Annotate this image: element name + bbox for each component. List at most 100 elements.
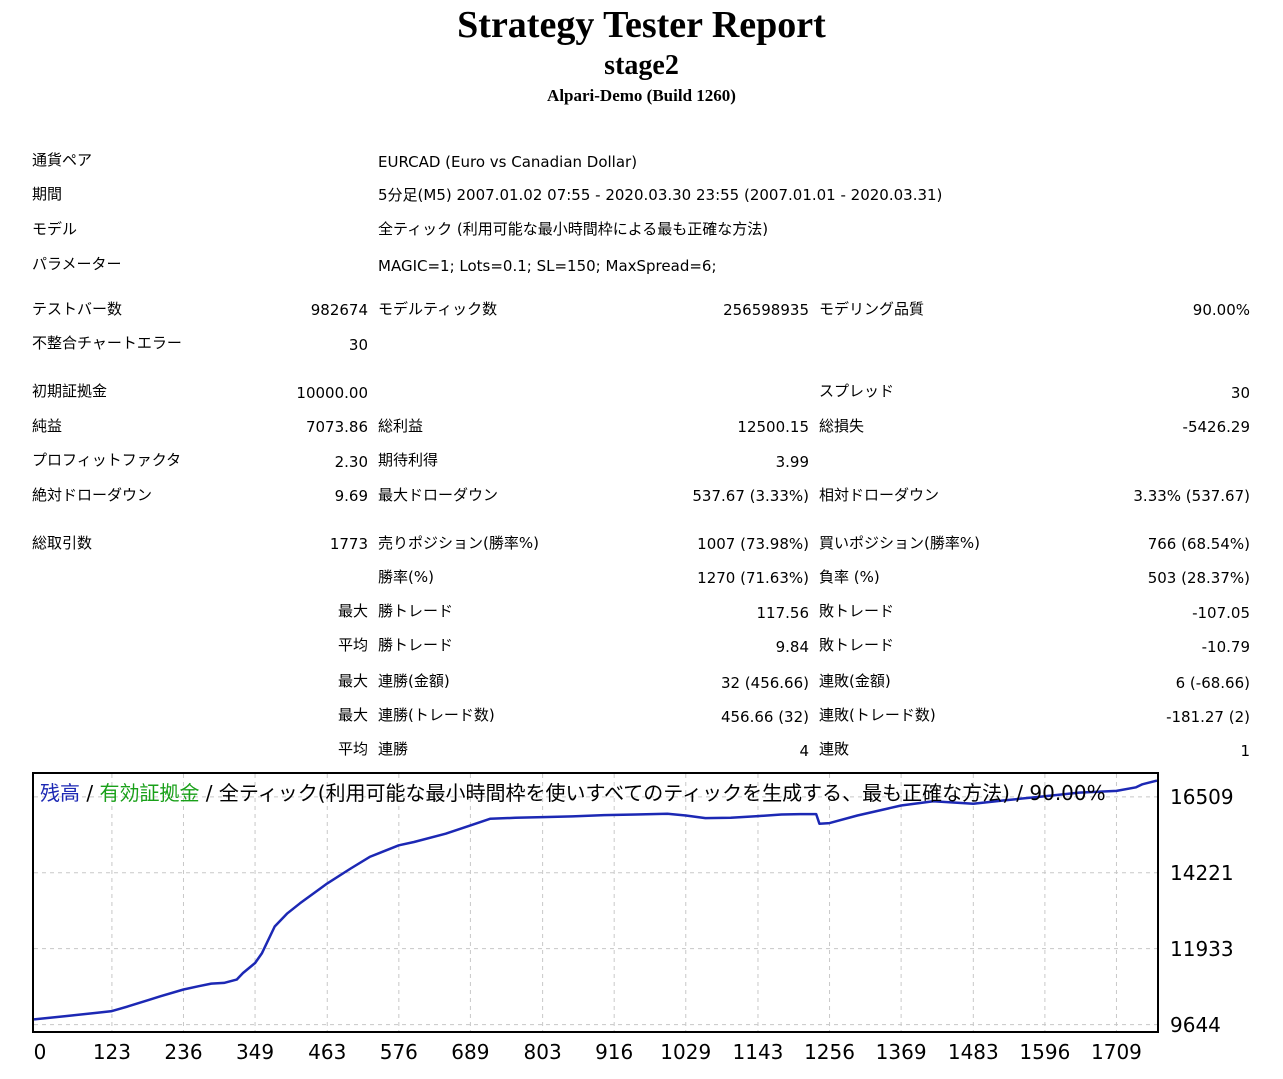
expected-payoff-label: 期待利得 xyxy=(378,451,439,469)
x-tick-label: 0 xyxy=(33,1040,47,1064)
initial-deposit-label: 初期証拠金 xyxy=(32,382,108,400)
max-consec-losses-count-value: -181.27 (2) xyxy=(1166,708,1250,726)
x-tick-label: 463 xyxy=(308,1040,347,1064)
model-quality-label: モデリング品質 xyxy=(819,300,925,318)
largest-prefix: 最大 xyxy=(337,602,368,620)
largest-loss-label: 敗トレード xyxy=(819,602,895,620)
avg-consec-losses-value: 1 xyxy=(1240,742,1250,760)
model-ticks-label: モデルティック数 xyxy=(378,300,498,318)
x-tick-label: 1709 xyxy=(1091,1040,1142,1064)
x-tick-label: 1029 xyxy=(660,1040,712,1064)
absolute-drawdown-label: 絶対ドローダウン xyxy=(32,486,153,504)
y-tick-label: 9644 xyxy=(1170,1012,1221,1037)
x-tick-label: 1143 xyxy=(732,1040,784,1064)
x-tick-label: 1596 xyxy=(1019,1040,1071,1064)
average-loss-value: -10.79 xyxy=(1201,638,1250,656)
y-tick-label: 16509 xyxy=(1170,784,1234,809)
profit-factor-value: 2.30 xyxy=(334,453,368,471)
test-bars-value: 982674 xyxy=(310,301,368,319)
report-subtitle: stage2 xyxy=(604,50,679,81)
series-line-balance xyxy=(34,779,1157,1021)
short-positions-label: 売りポジション(勝率%) xyxy=(378,534,539,552)
legend-separator: / xyxy=(80,781,100,805)
loss-rate-label: 負率 (%) xyxy=(819,568,880,586)
mismatch-errors-value: 30 xyxy=(348,336,368,354)
largest-win-value: 117.56 xyxy=(756,604,810,622)
win-rate-value: 1270 (71.63%) xyxy=(697,569,809,587)
max-consec-wins-count-value: 456.66 (32) xyxy=(720,708,809,726)
model-quality-value: 90.00% xyxy=(1192,301,1250,319)
y-tick-label: 14221 xyxy=(1170,860,1234,885)
gross-loss-label: 総損失 xyxy=(819,417,865,435)
gross-loss-value: -5426.29 xyxy=(1182,418,1250,436)
x-tick-label: 1369 xyxy=(875,1040,927,1064)
period-value: 5分足(M5) 2007.01.02 07:55 - 2020.03.30 23… xyxy=(378,186,943,204)
loss-rate-value: 503 (28.37%) xyxy=(1147,569,1250,587)
x-tick-label: 1483 xyxy=(947,1040,999,1064)
max-consec-money-prefix: 最大 xyxy=(337,672,368,690)
model-ticks-value: 256598935 xyxy=(723,301,809,319)
largest-loss-value: -107.05 xyxy=(1192,604,1250,622)
average-win-value: 9.84 xyxy=(775,638,809,656)
legend-balance: 残高 xyxy=(40,781,80,805)
chart-legend: 残高 / 有効証拠金 / 全ティック(利用可能な最小時間枠を使いすべてのティック… xyxy=(40,780,1106,806)
max-drawdown-label: 最大ドローダウン xyxy=(378,486,499,504)
relative-drawdown-label: 相対ドローダウン xyxy=(819,486,940,504)
parameters-value: MAGIC=1; Lots=0.1; SL=150; MaxSpread=6; xyxy=(378,257,717,275)
largest-win-label: 勝トレード xyxy=(378,602,454,620)
spread-label: スプレッド xyxy=(819,382,895,400)
long-positions-label: 買いポジション(勝率%) xyxy=(819,534,980,552)
x-tick-label: 576 xyxy=(379,1040,418,1064)
expected-payoff-value: 3.99 xyxy=(775,453,809,471)
model-value: 全ティック (利用可能な最小時間枠による最も正確な方法) xyxy=(378,220,769,238)
x-tick-label: 236 xyxy=(164,1040,203,1064)
chart-plot-area xyxy=(34,774,1157,1031)
gross-profit-label: 総利益 xyxy=(378,417,424,435)
x-tick-label: 349 xyxy=(235,1040,275,1064)
max-consec-wins-money-label: 連勝(金額) xyxy=(378,672,450,690)
total-trades-label: 総取引数 xyxy=(32,534,93,552)
avg-consec-wins-value: 4 xyxy=(799,742,809,760)
short-positions-value: 1007 (73.98%) xyxy=(697,535,809,553)
avg-consec-losses-label: 連敗 xyxy=(819,740,850,758)
absolute-drawdown-value: 9.69 xyxy=(334,487,368,505)
symbol-value: EURCAD (Euro vs Canadian Dollar) xyxy=(378,153,638,171)
gross-profit-value: 12500.15 xyxy=(737,418,809,436)
x-tick-label: 916 xyxy=(595,1040,634,1064)
x-tick-label: 689 xyxy=(451,1040,490,1064)
profit-factor-label: プロフィットファクタ xyxy=(32,451,182,469)
win-rate-label: 勝率(%) xyxy=(378,568,434,586)
max-consec-wins-money-value: 32 (456.66) xyxy=(720,674,809,692)
spread-value: 30 xyxy=(1230,384,1250,402)
total-trades-value: 1773 xyxy=(329,535,368,553)
legend-model-info: / 全ティック(利用可能な最小時間枠を使いすべてのティックを生成する、最も正確な… xyxy=(199,781,1106,805)
model-label: モデル xyxy=(32,220,78,238)
max-consec-losses-money-value: 6 (-68.66) xyxy=(1175,674,1250,692)
period-label: 期間 xyxy=(32,185,63,203)
y-tick-label: 11933 xyxy=(1170,936,1234,961)
balance-chart xyxy=(32,772,1159,1033)
max-consec-losses-money-label: 連敗(金額) xyxy=(819,672,891,690)
relative-drawdown-value: 3.33% (537.67) xyxy=(1133,487,1250,505)
net-profit-value: 7073.86 xyxy=(305,418,368,436)
avg-consec-prefix: 平均 xyxy=(337,740,368,758)
legend-equity: 有効証拠金 xyxy=(99,781,200,805)
average-prefix: 平均 xyxy=(337,636,368,654)
parameters-label: パラメーター xyxy=(32,255,122,273)
x-tick-label: 123 xyxy=(92,1040,131,1064)
symbol-label: 通貨ペア xyxy=(32,151,93,169)
max-drawdown-value: 537.67 (3.33%) xyxy=(692,487,809,505)
long-positions-value: 766 (68.54%) xyxy=(1147,535,1250,553)
avg-consec-wins-label: 連勝 xyxy=(378,740,409,758)
average-win-label: 勝トレード xyxy=(378,636,454,654)
report-title: Strategy Tester Report xyxy=(457,4,826,46)
mismatch-errors-label: 不整合チャートエラー xyxy=(32,334,182,352)
average-loss-label: 敗トレード xyxy=(819,636,895,654)
max-consec-count-prefix: 最大 xyxy=(337,706,368,724)
initial-deposit-value: 10000.00 xyxy=(296,384,368,402)
max-consec-wins-count-label: 連勝(トレード数) xyxy=(378,706,495,724)
test-bars-label: テストバー数 xyxy=(32,300,123,318)
max-consec-losses-count-label: 連敗(トレード数) xyxy=(819,706,936,724)
x-tick-label: 803 xyxy=(523,1040,562,1064)
x-tick-label: 1256 xyxy=(804,1040,855,1064)
